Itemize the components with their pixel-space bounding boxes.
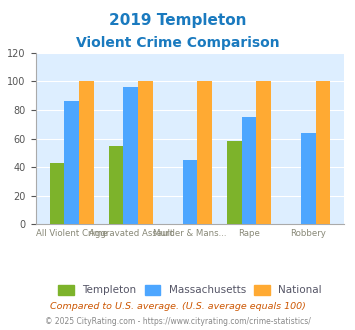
Bar — [227, 142, 242, 224]
Bar — [64, 101, 79, 224]
Bar — [124, 87, 138, 224]
Bar — [256, 82, 271, 224]
Bar — [109, 146, 124, 224]
Bar — [138, 82, 153, 224]
Bar — [242, 117, 256, 224]
Text: © 2025 CityRating.com - https://www.cityrating.com/crime-statistics/: © 2025 CityRating.com - https://www.city… — [45, 317, 310, 326]
Bar — [50, 163, 64, 224]
Bar — [316, 82, 330, 224]
Text: 2019 Templeton: 2019 Templeton — [109, 13, 246, 28]
Bar — [301, 133, 316, 224]
Bar — [197, 82, 212, 224]
Bar — [79, 82, 94, 224]
Text: Compared to U.S. average. (U.S. average equals 100): Compared to U.S. average. (U.S. average … — [50, 302, 305, 311]
Bar — [182, 160, 197, 224]
Legend: Templeton, Massachusetts, National: Templeton, Massachusetts, National — [54, 281, 326, 300]
Text: Violent Crime Comparison: Violent Crime Comparison — [76, 36, 279, 50]
